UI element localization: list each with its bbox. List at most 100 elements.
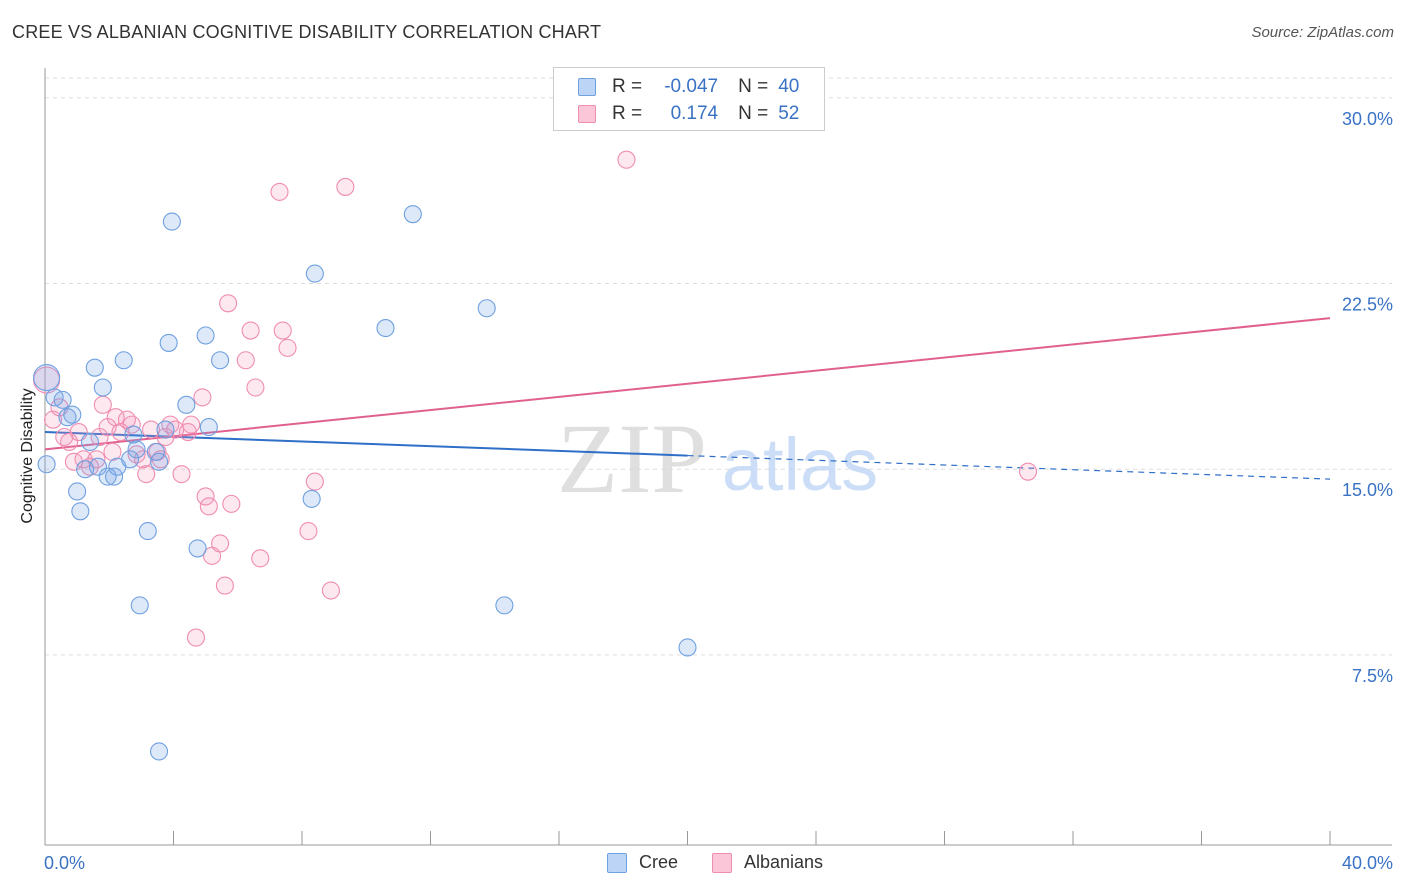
legend-r-label: R = (612, 103, 643, 124)
bottom-legend-cree-label: Cree (639, 852, 679, 872)
cree-point (199, 418, 218, 437)
axes (44, 68, 1392, 846)
cree-point (403, 205, 422, 224)
albanian-point (236, 351, 255, 370)
legend-n-label: N = (738, 103, 769, 124)
albanian-point (141, 420, 161, 439)
albanian-point (336, 177, 355, 196)
albanian-point (219, 294, 238, 313)
cree-point (302, 489, 321, 508)
albanian-point (222, 494, 241, 513)
legend-n-value: 40 (778, 76, 800, 97)
cree-point (71, 502, 90, 521)
cree-trend-line (44, 431, 688, 457)
legend-row-albanians: R = 0.174 N = 52 (578, 102, 799, 126)
albanians-swatch-icon (578, 105, 596, 123)
cree-point (149, 742, 169, 761)
cree-point (376, 319, 395, 338)
data-points (33, 150, 1038, 761)
y-tick-label: 7.5% (1352, 666, 1393, 686)
legend-r-value: -0.047 (664, 76, 719, 97)
cree-point (121, 450, 140, 469)
bottom-legend-cree: Cree (607, 852, 678, 873)
albanian-point (251, 549, 270, 568)
albanian-point (270, 182, 289, 201)
cree-point (678, 638, 697, 657)
albanian-point (199, 497, 218, 516)
albanian-point (193, 388, 212, 407)
legend: R = -0.047 N = 40 R = 0.174 N = 52 (553, 67, 825, 131)
chart-title: CREE VS ALBANIAN COGNITIVE DISABILITY CO… (12, 22, 602, 42)
cree-point (149, 452, 169, 471)
legend-r-value: 0.174 (670, 103, 719, 124)
albanian-point (137, 465, 156, 484)
albanian-point (161, 415, 180, 434)
tick-labels: 7.5% 15.0% 22.5% 30.0% 0.0% 40.0% (44, 109, 1393, 873)
cree-point (177, 395, 196, 414)
cree-point (162, 212, 181, 231)
legend-n-value: 52 (778, 103, 800, 124)
cree-trend-line-extension (687, 454, 1331, 480)
legend-n-label: N = (738, 76, 769, 97)
bottom-legend-albanians: Albanians (712, 852, 823, 873)
albanian-point (196, 487, 215, 506)
cree-point (37, 455, 56, 474)
watermark-atlas: atlas (722, 423, 878, 506)
albanians-trend-line (44, 317, 1331, 451)
y-tick-label: 15.0% (1342, 480, 1393, 500)
albanian-point (60, 432, 79, 452)
y-tick-label: 30.0% (1342, 109, 1393, 129)
albanian-point (305, 472, 324, 491)
cree-point (159, 333, 178, 352)
cree-point (105, 467, 124, 486)
cree-swatch-icon (578, 78, 596, 96)
albanian-point (278, 338, 297, 357)
cree-point (138, 522, 157, 541)
albanians-swatch-icon (712, 852, 732, 873)
bottom-legend-albanians-label: Albanians (744, 852, 824, 872)
cree-point (156, 420, 175, 439)
cree-point (68, 482, 87, 501)
cree-swatch-icon (607, 852, 627, 873)
cree-point (88, 457, 108, 476)
cree-point (124, 425, 143, 444)
cree-point (114, 351, 133, 370)
cree-point (495, 596, 514, 615)
cree-point (188, 539, 207, 558)
cree-point (33, 364, 61, 392)
albanian-point (55, 427, 74, 447)
x-tick-label: 0.0% (44, 853, 85, 873)
cree-point (130, 596, 149, 615)
albanian-point (1018, 462, 1038, 481)
legend-row-cree: R = -0.047 N = 40 (578, 75, 799, 99)
y-tick-label: 22.5% (1342, 295, 1393, 315)
albanian-point (273, 321, 292, 340)
albanian-point (211, 534, 230, 553)
cree-point (196, 326, 215, 345)
cree-point (211, 351, 230, 370)
cree-point (146, 442, 165, 461)
source-credit: Source: ZipAtlas.com (1251, 24, 1394, 41)
cree-point (53, 390, 72, 409)
y-axis-label: Cognitive Disability (19, 388, 36, 524)
albanian-point (215, 576, 234, 595)
x-tick-label: 40.0% (1342, 853, 1393, 873)
albanian-point (241, 321, 260, 340)
albanian-point (93, 395, 112, 414)
watermark-zip: ZIP (557, 403, 707, 514)
albanian-point (299, 522, 318, 541)
cree-point (80, 432, 100, 452)
albanian-point (246, 378, 265, 397)
cree-point (98, 467, 117, 486)
legend-r-label: R = (612, 76, 643, 97)
cree-point (305, 264, 324, 283)
cree-point (85, 358, 104, 377)
cree-point (127, 440, 146, 459)
cree-point (477, 299, 496, 318)
albanian-point (172, 465, 191, 484)
trend-lines (44, 317, 1331, 480)
cree-point (63, 405, 82, 424)
albanian-point (186, 628, 206, 647)
albanian-point (321, 581, 340, 600)
